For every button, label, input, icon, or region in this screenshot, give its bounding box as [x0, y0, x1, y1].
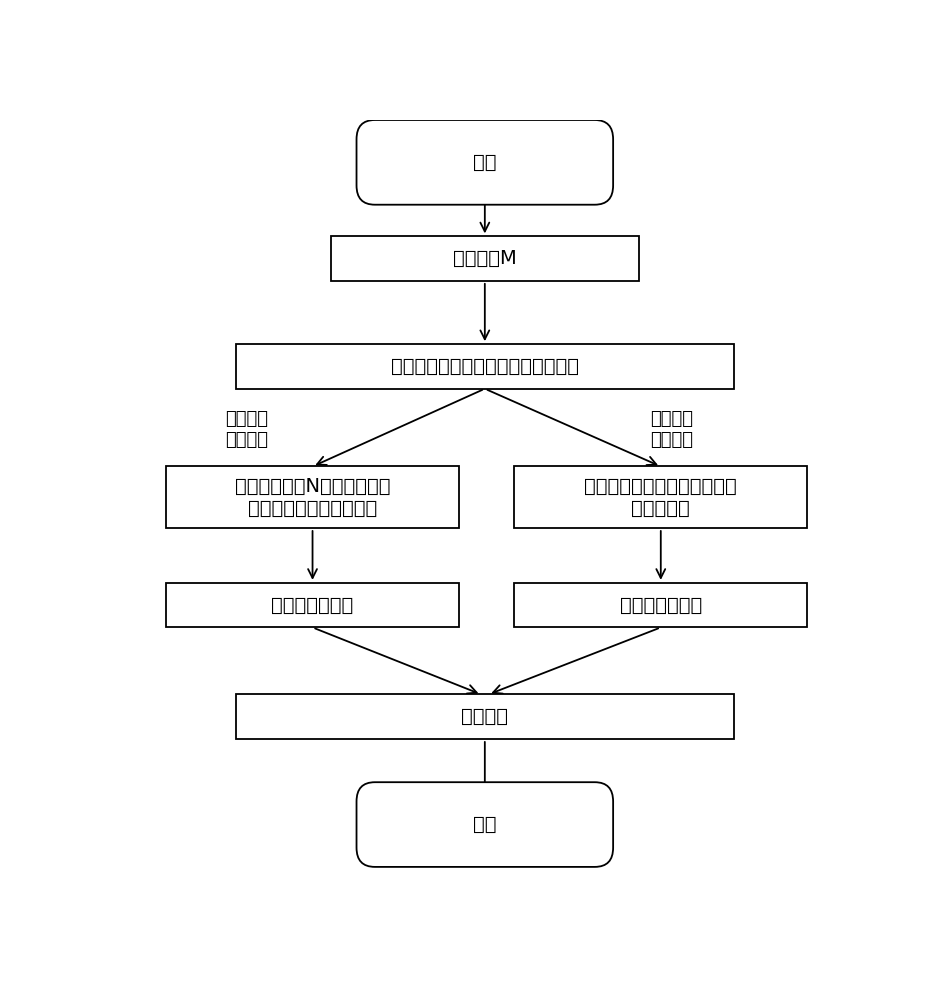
Text: 低通道数模转换: 低通道数模转换: [272, 596, 354, 615]
FancyBboxPatch shape: [331, 236, 639, 281]
FancyBboxPatch shape: [357, 782, 613, 867]
Text: 将原始数字信号根据预设的阈值分离: 将原始数字信号根据预设的阈值分离: [391, 357, 579, 376]
Text: 高通道数模转换: 高通道数模转换: [620, 596, 702, 615]
Text: 损失精度
部分信号: 损失精度 部分信号: [225, 410, 268, 449]
FancyBboxPatch shape: [166, 466, 459, 528]
FancyBboxPatch shape: [236, 694, 734, 739]
FancyBboxPatch shape: [236, 344, 734, 389]
FancyBboxPatch shape: [515, 583, 808, 627]
Text: 结束: 结束: [473, 815, 497, 834]
FancyBboxPatch shape: [515, 466, 808, 528]
Text: 预设阈值M: 预设阈值M: [453, 249, 517, 268]
Text: 放大指定倍数N，输出至双路
组合数模转换器的低通道: 放大指定倍数N，输出至双路 组合数模转换器的低通道: [235, 477, 391, 518]
Text: 开始: 开始: [473, 153, 497, 172]
FancyBboxPatch shape: [166, 583, 459, 627]
FancyBboxPatch shape: [357, 120, 613, 205]
Text: 求和输出: 求和输出: [462, 707, 508, 726]
Text: 直接输出至双路组合数模转换
器的高通道: 直接输出至双路组合数模转换 器的高通道: [585, 477, 737, 518]
Text: 保留精度
部分信号: 保留精度 部分信号: [650, 410, 693, 449]
